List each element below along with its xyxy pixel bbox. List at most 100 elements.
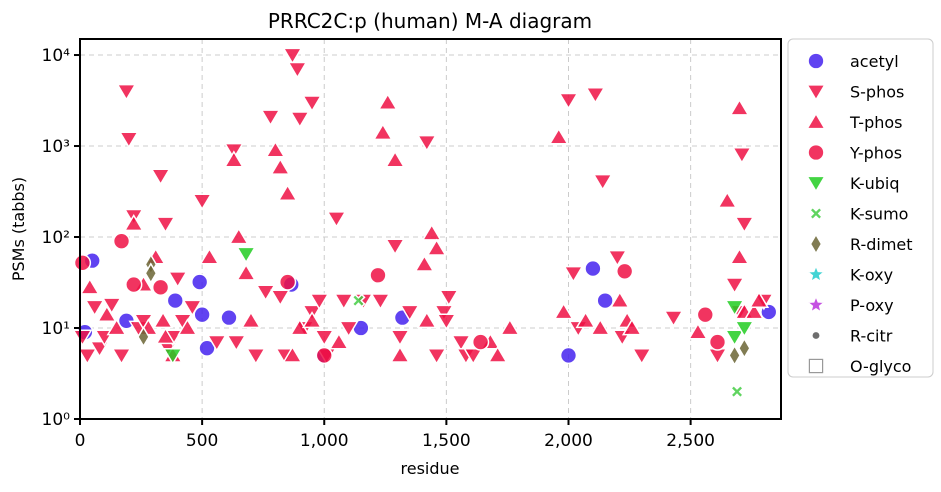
- data-point: [471, 333, 490, 351]
- data-point: [265, 140, 286, 158]
- data-point: [338, 320, 359, 338]
- legend-label: R-dimet: [850, 235, 913, 254]
- data-point: [101, 297, 122, 315]
- data-point: [438, 289, 459, 307]
- data-point: [426, 348, 447, 366]
- data-point: [558, 92, 579, 110]
- data-point: [301, 95, 323, 113]
- data-point: [663, 310, 684, 328]
- data-point: [436, 313, 457, 331]
- data-point: [255, 284, 276, 302]
- data-point: [748, 290, 770, 308]
- data-point: [724, 329, 745, 347]
- data-point: [399, 304, 420, 322]
- data-point: [155, 216, 176, 234]
- data-point: [584, 259, 602, 278]
- data-point: [167, 271, 188, 289]
- x-tick-label: 500: [186, 431, 218, 451]
- data-point: [731, 146, 753, 165]
- data-point: [314, 329, 335, 347]
- data-point: [728, 344, 741, 367]
- data-point: [729, 98, 750, 116]
- data-point: [309, 293, 330, 311]
- data-point: [226, 334, 247, 352]
- legend-marker: [808, 206, 824, 221]
- data-point: [729, 247, 750, 265]
- data-point: [192, 193, 213, 211]
- data-point: [301, 311, 323, 329]
- legend-marker: [805, 84, 827, 102]
- legend-label: T-phos: [849, 113, 903, 132]
- data-point: [592, 173, 613, 191]
- data-point: [326, 211, 347, 229]
- data-point: [575, 311, 596, 329]
- y-tick-label: 10⁴: [42, 46, 71, 66]
- data-point: [270, 289, 291, 307]
- x-tick-label: 1,500: [422, 431, 471, 451]
- data-point: [724, 277, 745, 295]
- data-point: [235, 263, 257, 281]
- data-point: [734, 216, 755, 234]
- x-axis-label: residue: [401, 459, 460, 478]
- data-point: [616, 262, 634, 280]
- data-point: [687, 322, 709, 340]
- data-point: [289, 111, 310, 129]
- data-point: [450, 334, 472, 352]
- data-point: [152, 311, 174, 329]
- data-point: [487, 345, 508, 363]
- plot-frame: [79, 38, 782, 420]
- data-point: [609, 290, 630, 308]
- data-point: [369, 266, 387, 284]
- legend-label: K-ubiq: [850, 174, 899, 193]
- data-point: [734, 320, 755, 338]
- data-point: [282, 345, 303, 363]
- x-tick-label: 2,000: [544, 431, 593, 451]
- x-tick-label: 1,000: [300, 431, 349, 451]
- data-point: [123, 213, 144, 232]
- data-point: [166, 291, 184, 310]
- legend-marker: [811, 330, 821, 341]
- data-point: [150, 168, 171, 186]
- legend-label: acetyl: [850, 52, 899, 71]
- y-tick-label: 10³: [42, 137, 70, 157]
- y-axis-label: PSMs (tabbs): [9, 177, 28, 281]
- data-point: [228, 227, 249, 245]
- legend-label: R-citr: [850, 327, 893, 346]
- data-point: [372, 122, 393, 141]
- data-point: [199, 247, 220, 265]
- data-point: [220, 308, 238, 327]
- data-point: [106, 318, 127, 336]
- legend: acetyl S-phos T-phos Y-phos K-ubiq K-sumo R-di…: [787, 38, 934, 378]
- legend-marker: [805, 112, 827, 130]
- data-point: [463, 348, 484, 366]
- data-point: [287, 61, 308, 79]
- series-y-phos: [73, 232, 727, 365]
- legend-label: K-sumo: [850, 205, 908, 224]
- data-point: [559, 346, 578, 365]
- data-point: [553, 302, 574, 320]
- data-point: [351, 293, 366, 308]
- data-point: [240, 311, 262, 329]
- data-point: [260, 109, 281, 127]
- legend-label: K-oxy: [850, 266, 893, 285]
- legend-box: [787, 38, 934, 378]
- legend-label: P-oxy: [850, 296, 894, 315]
- data-point: [182, 299, 203, 317]
- data-point: [111, 348, 132, 366]
- y-tick-label: 10⁰: [42, 410, 71, 430]
- data-point: [607, 249, 628, 267]
- y-tick-label: 10²: [42, 228, 70, 248]
- data-point: [596, 291, 614, 310]
- data-point: [585, 86, 606, 105]
- data-point: [563, 265, 584, 283]
- legend-marker: [809, 233, 823, 255]
- data-point: [155, 327, 176, 345]
- data-point: [277, 183, 298, 201]
- data-point: [151, 278, 170, 296]
- data-point: [245, 348, 266, 366]
- data-point: [696, 306, 714, 324]
- x-tick-label: 2,500: [666, 431, 715, 451]
- data-point: [333, 293, 354, 311]
- data-point: [84, 299, 105, 317]
- data-point: [270, 157, 291, 175]
